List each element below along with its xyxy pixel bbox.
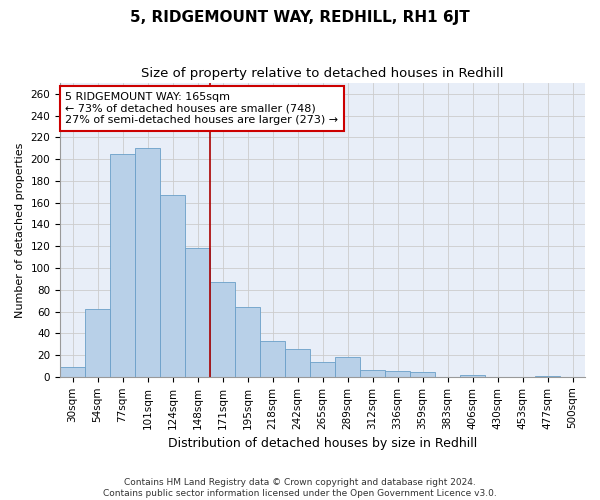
Bar [135,148,160,377]
Bar [235,307,260,377]
Y-axis label: Number of detached properties: Number of detached properties [15,142,25,318]
Bar [535,376,560,377]
Bar [335,357,360,377]
Bar [385,372,410,377]
Bar [310,362,335,377]
Bar [210,282,235,377]
Bar [260,341,285,377]
Bar [410,372,435,377]
Bar [185,248,210,377]
X-axis label: Distribution of detached houses by size in Redhill: Distribution of detached houses by size … [168,437,477,450]
Text: 5 RIDGEMOUNT WAY: 165sqm
← 73% of detached houses are smaller (748)
27% of semi-: 5 RIDGEMOUNT WAY: 165sqm ← 73% of detach… [65,92,338,125]
Bar [160,195,185,377]
Bar [360,370,385,377]
Bar [110,154,135,377]
Text: Contains HM Land Registry data © Crown copyright and database right 2024.
Contai: Contains HM Land Registry data © Crown c… [103,478,497,498]
Text: 5, RIDGEMOUNT WAY, REDHILL, RH1 6JT: 5, RIDGEMOUNT WAY, REDHILL, RH1 6JT [130,10,470,25]
Title: Size of property relative to detached houses in Redhill: Size of property relative to detached ho… [141,68,504,80]
Bar [285,348,310,377]
Bar [60,367,85,377]
Bar [460,374,485,377]
Bar [85,310,110,377]
